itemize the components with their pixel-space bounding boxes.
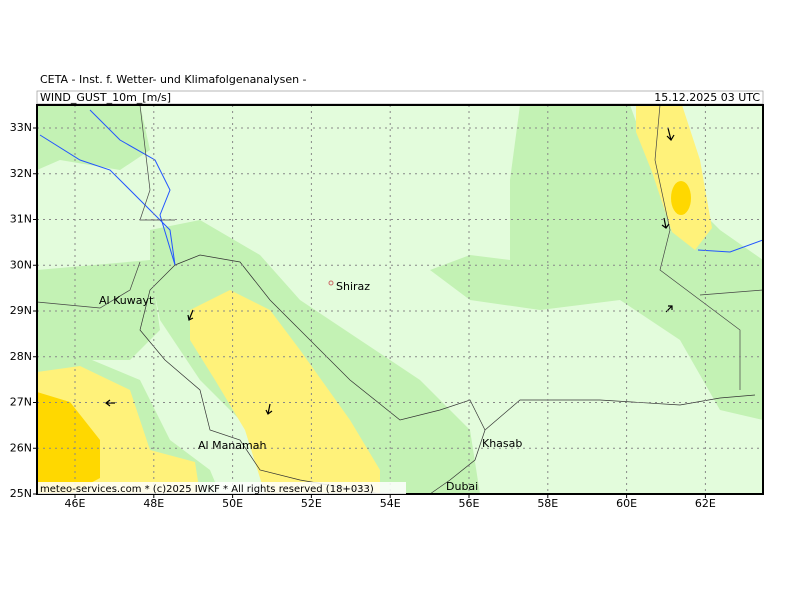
field-high: [636, 105, 712, 250]
wind-arrow: [661, 217, 670, 229]
place-label: Dubai: [446, 480, 478, 493]
lat-label: 28N: [10, 350, 32, 363]
border: [654, 104, 741, 390]
header: CETA - Inst. f. Wetter- und Klimafolgena…: [40, 73, 307, 86]
place-label: Shiraz: [336, 280, 370, 293]
lon-label: 56E: [459, 497, 480, 510]
border: [36, 261, 141, 309]
coastline: [174, 254, 486, 495]
graticule: [37, 105, 763, 494]
lon-label: 52E: [301, 497, 322, 510]
lat-label: 25N: [10, 487, 32, 500]
lat-label: 33N: [10, 121, 32, 134]
wind-arrow: [187, 309, 194, 321]
geography: [36, 104, 764, 495]
lon-label: 62E: [695, 497, 716, 510]
wind-arrow: [666, 127, 675, 141]
border: [699, 289, 764, 296]
wind-arrows: [105, 127, 675, 415]
lon-label: 48E: [143, 497, 164, 510]
lat-label: 27N: [10, 396, 32, 409]
river: [697, 239, 764, 253]
coastline: [139, 264, 381, 495]
field-medium: [37, 105, 150, 170]
footer-bg: [38, 482, 406, 494]
coastline: [484, 394, 756, 431]
lon-label: 46E: [65, 497, 86, 510]
lat-label: 29N: [10, 304, 32, 317]
lon-label: 54E: [380, 497, 401, 510]
lon-label: 58E: [537, 497, 558, 510]
lat-label: 30N: [10, 258, 32, 271]
field-high: [190, 290, 380, 494]
place-labels: Shiraz Al Kuwayt Al Manamah Khasab Dubai: [99, 280, 522, 493]
valid-time: 15.12.2025 03 UTC: [654, 91, 760, 104]
field-medium: [37, 260, 160, 360]
wind-arrow: [265, 403, 273, 415]
lon-label: 60E: [616, 497, 637, 510]
field-medium: [430, 105, 763, 420]
place-label: Al Kuwayt: [99, 294, 154, 307]
field-very-high: [37, 392, 100, 494]
map-fields: [37, 105, 763, 494]
place-label: Al Manamah: [198, 439, 266, 452]
river: [39, 134, 176, 266]
lon-label: 50E: [222, 497, 243, 510]
lat-label: 26N: [10, 441, 32, 454]
axis-labels: 33N 32N 31N 30N 29N 28N 27N 26N 25N 46E 48E 50E 52E 5…: [10, 121, 716, 510]
place-label: Khasab: [482, 437, 522, 450]
footer: meteo-services.com * (c)2025 IWKF * All …: [40, 484, 374, 495]
city-marker: [328, 280, 334, 286]
lat-label: 32N: [10, 167, 32, 180]
map-title: WIND_GUST_10m_[m/s]: [40, 91, 171, 104]
lat-label: 31N: [10, 213, 32, 226]
field-very-high: [671, 181, 691, 215]
river: [89, 109, 176, 266]
